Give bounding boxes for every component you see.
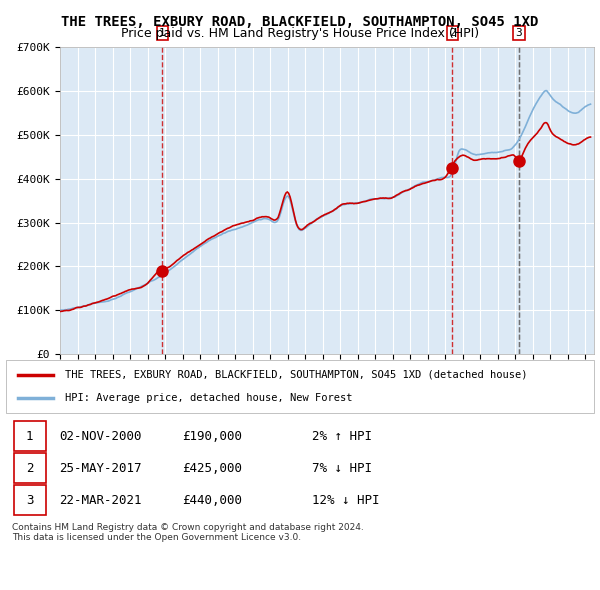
- Text: THE TREES, EXBURY ROAD, BLACKFIELD, SOUTHAMPTON, SO45 1XD (detached house): THE TREES, EXBURY ROAD, BLACKFIELD, SOUT…: [65, 370, 527, 380]
- Text: 12% ↓ HPI: 12% ↓ HPI: [312, 494, 379, 507]
- Text: 2: 2: [26, 462, 33, 475]
- Text: £190,000: £190,000: [182, 430, 242, 443]
- FancyBboxPatch shape: [14, 485, 46, 515]
- Text: THE TREES, EXBURY ROAD, BLACKFIELD, SOUTHAMPTON, SO45 1XD: THE TREES, EXBURY ROAD, BLACKFIELD, SOUT…: [61, 15, 539, 29]
- Text: £425,000: £425,000: [182, 462, 242, 475]
- Text: 1: 1: [26, 430, 33, 443]
- Text: 2% ↑ HPI: 2% ↑ HPI: [312, 430, 372, 443]
- Text: £440,000: £440,000: [182, 494, 242, 507]
- Text: 7% ↓ HPI: 7% ↓ HPI: [312, 462, 372, 475]
- Text: 22-MAR-2021: 22-MAR-2021: [59, 494, 142, 507]
- Text: 2: 2: [449, 28, 455, 38]
- Text: 25-MAY-2017: 25-MAY-2017: [59, 462, 142, 475]
- FancyBboxPatch shape: [14, 453, 46, 483]
- Text: HPI: Average price, detached house, New Forest: HPI: Average price, detached house, New …: [65, 393, 352, 403]
- Text: 3: 3: [26, 494, 33, 507]
- Text: 02-NOV-2000: 02-NOV-2000: [59, 430, 142, 443]
- Text: 1: 1: [159, 28, 166, 38]
- Text: Price paid vs. HM Land Registry's House Price Index (HPI): Price paid vs. HM Land Registry's House …: [121, 27, 479, 40]
- Text: 3: 3: [515, 28, 523, 38]
- Text: Contains HM Land Registry data © Crown copyright and database right 2024.
This d: Contains HM Land Registry data © Crown c…: [12, 523, 364, 542]
- FancyBboxPatch shape: [14, 421, 46, 451]
- FancyBboxPatch shape: [6, 360, 594, 413]
